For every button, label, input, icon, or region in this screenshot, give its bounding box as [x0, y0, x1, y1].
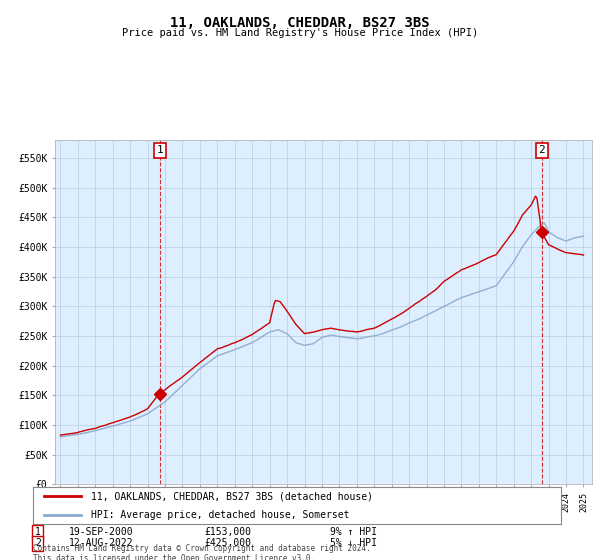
Text: 1: 1	[157, 146, 164, 155]
Text: Price paid vs. HM Land Registry's House Price Index (HPI): Price paid vs. HM Land Registry's House …	[122, 28, 478, 38]
Text: HPI: Average price, detached house, Somerset: HPI: Average price, detached house, Some…	[91, 510, 350, 520]
Text: 19-SEP-2000: 19-SEP-2000	[69, 527, 134, 537]
Text: £425,000: £425,000	[204, 538, 251, 548]
Text: £153,000: £153,000	[204, 527, 251, 537]
Text: 12-AUG-2022: 12-AUG-2022	[69, 538, 134, 548]
Text: 11, OAKLANDS, CHEDDAR, BS27 3BS: 11, OAKLANDS, CHEDDAR, BS27 3BS	[170, 16, 430, 30]
Text: 5% ↓ HPI: 5% ↓ HPI	[330, 538, 377, 548]
Text: 1: 1	[35, 527, 41, 537]
Text: 2: 2	[538, 146, 545, 155]
Text: 2: 2	[35, 538, 41, 548]
Text: Contains HM Land Registry data © Crown copyright and database right 2024.
This d: Contains HM Land Registry data © Crown c…	[33, 544, 371, 560]
Text: 11, OAKLANDS, CHEDDAR, BS27 3BS (detached house): 11, OAKLANDS, CHEDDAR, BS27 3BS (detache…	[91, 491, 373, 501]
Text: 9% ↑ HPI: 9% ↑ HPI	[330, 527, 377, 537]
